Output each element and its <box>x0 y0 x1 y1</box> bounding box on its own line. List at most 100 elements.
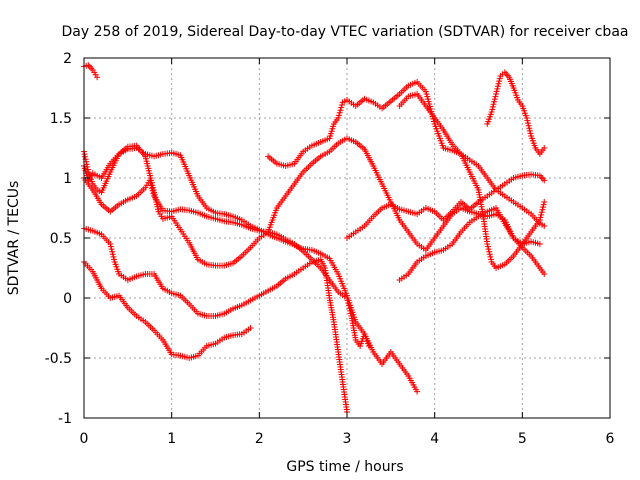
data-point-marker <box>541 199 548 205</box>
data-point-marker <box>494 83 501 90</box>
y-tick-label: 2 <box>63 51 72 67</box>
data-point-marker <box>345 300 352 307</box>
x-tick-label: 5 <box>518 431 527 447</box>
data-point-marker <box>414 388 421 395</box>
data-point-marker <box>541 223 548 229</box>
data-point-marker <box>541 145 548 151</box>
y-tick-label: 0 <box>63 291 72 307</box>
data-point-marker <box>347 307 354 314</box>
data-point-marker <box>94 74 101 81</box>
data-point-marker <box>526 127 533 134</box>
data-point-marker <box>538 211 545 218</box>
x-tick-label: 3 <box>343 431 352 447</box>
data-point-marker <box>146 177 153 184</box>
data-point-marker <box>148 182 155 189</box>
data-point-marker <box>109 248 116 255</box>
data-point-marker <box>541 177 548 184</box>
data-point-marker <box>491 96 498 103</box>
data-point-marker <box>486 248 493 255</box>
y-tick-label: 1 <box>63 171 72 187</box>
tick-labels: 0 1 2 3 4 5 6 -1 -0.5 0 0.5 1 1.5 2 <box>45 51 615 447</box>
data-point-marker <box>335 112 342 119</box>
data-point-marker <box>488 256 495 263</box>
axis-ticks <box>83 57 611 419</box>
y-tick-label: 0.5 <box>50 231 72 247</box>
data-point-marker <box>484 243 491 250</box>
data-series <box>81 62 548 415</box>
data-point-marker <box>496 78 503 85</box>
data-point-marker <box>365 343 372 349</box>
series-trace-6 <box>81 175 372 349</box>
data-point-marker <box>107 241 114 247</box>
series-trace-7 <box>265 79 548 229</box>
x-axis-label: GPS time / hours <box>286 459 403 475</box>
data-point-marker <box>344 295 350 301</box>
data-point-marker <box>486 251 493 258</box>
data-point-marker <box>344 297 351 304</box>
data-point-marker <box>539 206 546 213</box>
data-point-marker <box>149 187 156 194</box>
series-trace-10 <box>396 205 548 283</box>
data-point-marker <box>540 201 547 208</box>
data-point-marker <box>524 120 531 127</box>
data-point-marker <box>110 253 117 260</box>
data-point-marker <box>493 88 500 95</box>
data-point-marker <box>108 246 115 253</box>
chart-title: Day 258 of 2019, Sidereal Day-to-day VTE… <box>62 24 629 40</box>
data-point-marker <box>338 102 345 108</box>
data-point-marker <box>524 117 531 124</box>
data-point-marker <box>539 204 546 211</box>
data-point-marker <box>489 103 496 110</box>
data-point-marker <box>347 310 354 317</box>
x-tick-label: 4 <box>430 431 439 447</box>
data-point-marker <box>111 256 118 263</box>
data-point-marker <box>538 209 545 216</box>
data-point-marker <box>109 251 116 258</box>
data-point-marker <box>536 241 543 247</box>
x-tick-label: 6 <box>606 431 615 447</box>
data-point-marker <box>346 305 353 312</box>
data-point-marker <box>485 246 492 253</box>
data-point-marker <box>541 271 548 277</box>
data-point-marker <box>536 217 543 223</box>
data-point-marker <box>495 80 502 87</box>
data-point-marker <box>494 85 501 92</box>
series-trace-4 <box>81 225 350 415</box>
data-point-marker <box>493 91 500 97</box>
y-tick-label: 1.5 <box>50 111 72 127</box>
data-point-marker <box>490 101 497 108</box>
x-tick-label: 1 <box>167 431 176 447</box>
data-point-marker <box>81 151 88 158</box>
series-trace-5 <box>81 259 254 361</box>
data-point-marker <box>489 106 496 113</box>
data-point-marker <box>107 243 114 250</box>
data-point-marker <box>148 185 155 192</box>
x-tick-label: 0 <box>80 431 89 447</box>
data-point-marker <box>247 325 254 331</box>
data-point-marker <box>337 107 344 114</box>
data-point-marker <box>492 93 499 100</box>
series-trace-11 <box>484 69 548 157</box>
data-point-marker <box>82 153 89 160</box>
data-point-marker <box>527 130 534 137</box>
data-point-marker <box>525 122 532 129</box>
y-tick-label: -1 <box>58 411 72 427</box>
data-point-marker <box>491 98 498 105</box>
data-point-marker <box>488 109 495 115</box>
data-point-marker <box>345 302 352 309</box>
y-tick-label: -0.5 <box>45 351 72 367</box>
data-point-marker <box>537 214 544 221</box>
data-point-marker <box>335 115 342 121</box>
data-point-marker <box>338 104 345 111</box>
data-point-marker <box>336 109 343 116</box>
x-tick-label: 2 <box>255 431 264 447</box>
data-point-marker <box>484 241 491 247</box>
data-point-marker <box>523 115 530 121</box>
data-point-marker <box>496 75 503 82</box>
data-point-marker <box>150 190 157 197</box>
data-point-marker <box>487 253 494 260</box>
data-point-marker <box>147 180 154 186</box>
data-point-marker <box>526 125 533 132</box>
y-axis-label: SDTVAR / TECUs <box>6 181 22 296</box>
